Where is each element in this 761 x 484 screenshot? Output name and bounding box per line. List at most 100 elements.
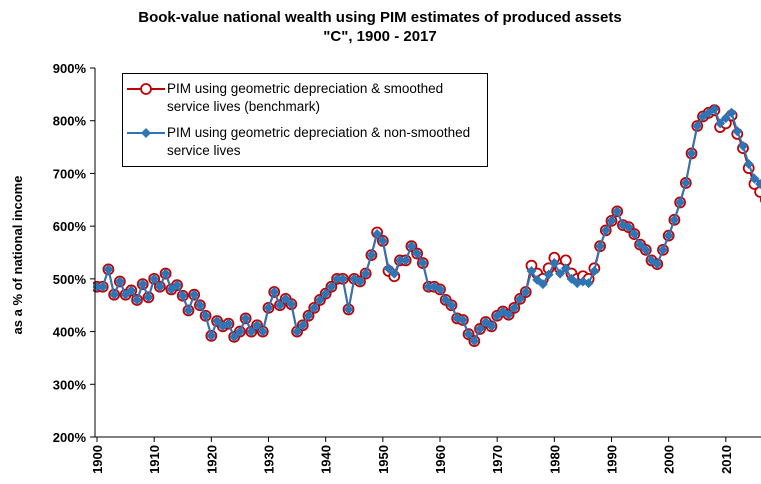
point bbox=[240, 313, 251, 324]
point bbox=[440, 294, 451, 305]
point bbox=[337, 273, 348, 284]
point bbox=[343, 304, 354, 315]
point bbox=[292, 326, 303, 337]
point bbox=[417, 258, 428, 269]
point bbox=[635, 239, 646, 250]
point bbox=[537, 279, 548, 290]
point bbox=[675, 197, 686, 208]
title-line: "C", 1900 - 2017 bbox=[323, 28, 436, 45]
point bbox=[103, 264, 114, 275]
point bbox=[286, 299, 297, 310]
y-tick-label: 900% bbox=[53, 61, 87, 76]
legend-label: PIM using geometric depreciation & non-s… bbox=[167, 125, 471, 158]
point bbox=[394, 255, 405, 266]
x-tick-label: 1900 bbox=[90, 445, 105, 474]
point bbox=[183, 305, 194, 316]
point bbox=[515, 293, 526, 304]
point bbox=[680, 177, 691, 188]
point bbox=[457, 314, 468, 325]
point bbox=[177, 290, 188, 301]
point bbox=[503, 309, 514, 320]
point bbox=[143, 292, 154, 303]
point bbox=[154, 281, 165, 292]
x-tick-label: 1940 bbox=[319, 445, 334, 474]
x-tick-label: 2010 bbox=[719, 445, 734, 474]
point bbox=[320, 288, 331, 299]
point bbox=[657, 244, 668, 255]
x-tick-label: 1930 bbox=[262, 445, 277, 474]
point bbox=[126, 285, 137, 296]
point bbox=[400, 255, 411, 266]
x-tick-label: 2000 bbox=[662, 445, 677, 474]
point bbox=[669, 214, 680, 225]
point bbox=[206, 330, 217, 341]
point bbox=[160, 268, 171, 279]
point bbox=[263, 302, 274, 313]
point bbox=[755, 178, 761, 189]
x-tick-label: 1980 bbox=[547, 445, 562, 474]
point bbox=[377, 235, 388, 246]
point bbox=[280, 293, 291, 304]
point bbox=[583, 278, 594, 289]
point bbox=[435, 284, 446, 295]
legend-key bbox=[127, 83, 165, 95]
point bbox=[389, 268, 400, 279]
x-tick-label: 1970 bbox=[490, 445, 505, 474]
point bbox=[212, 316, 223, 327]
point bbox=[475, 323, 486, 334]
chart-title: Book-value national wealth using PIM est… bbox=[138, 9, 621, 45]
point bbox=[589, 265, 600, 276]
point bbox=[595, 241, 606, 252]
x-tick-label: 1950 bbox=[376, 445, 391, 474]
y-axis-label: as a % of national income bbox=[10, 176, 25, 335]
point bbox=[463, 329, 474, 340]
point bbox=[663, 230, 674, 241]
point bbox=[743, 158, 754, 169]
point bbox=[223, 318, 234, 329]
point bbox=[623, 222, 634, 233]
point bbox=[749, 173, 760, 184]
point bbox=[720, 113, 731, 124]
y-tick-label: 700% bbox=[53, 166, 87, 181]
legend-key bbox=[127, 128, 165, 138]
point bbox=[366, 250, 377, 261]
point bbox=[549, 258, 560, 269]
y-tick-label: 600% bbox=[53, 219, 87, 234]
x-tick-label: 1920 bbox=[204, 445, 219, 474]
point bbox=[709, 104, 720, 115]
point bbox=[486, 321, 497, 332]
x-tick-label: 1990 bbox=[605, 445, 620, 474]
point bbox=[600, 225, 611, 236]
point bbox=[109, 289, 120, 300]
point bbox=[543, 269, 554, 280]
point bbox=[303, 310, 314, 321]
point bbox=[383, 263, 394, 274]
x-tick-label: 1960 bbox=[433, 445, 448, 474]
y-tick-label: 200% bbox=[53, 430, 87, 445]
point bbox=[526, 265, 537, 276]
point bbox=[555, 268, 566, 279]
point bbox=[309, 302, 320, 313]
point bbox=[606, 215, 617, 226]
y-tick-label: 800% bbox=[53, 114, 87, 129]
x-tick-label: 1910 bbox=[147, 445, 162, 474]
point bbox=[412, 248, 423, 259]
point bbox=[252, 320, 263, 331]
point bbox=[469, 336, 480, 347]
y-tick-label: 300% bbox=[53, 377, 87, 392]
point bbox=[737, 141, 748, 152]
point bbox=[132, 294, 143, 305]
point bbox=[269, 287, 280, 298]
point bbox=[194, 300, 205, 311]
legend-marker bbox=[141, 128, 151, 138]
point bbox=[332, 273, 343, 284]
point bbox=[360, 268, 371, 279]
point bbox=[114, 276, 125, 287]
point bbox=[446, 300, 457, 311]
point bbox=[732, 126, 743, 137]
title-line: Book-value national wealth using PIM est… bbox=[138, 9, 621, 26]
point bbox=[406, 241, 417, 252]
plot bbox=[93, 104, 761, 347]
point bbox=[509, 302, 520, 313]
